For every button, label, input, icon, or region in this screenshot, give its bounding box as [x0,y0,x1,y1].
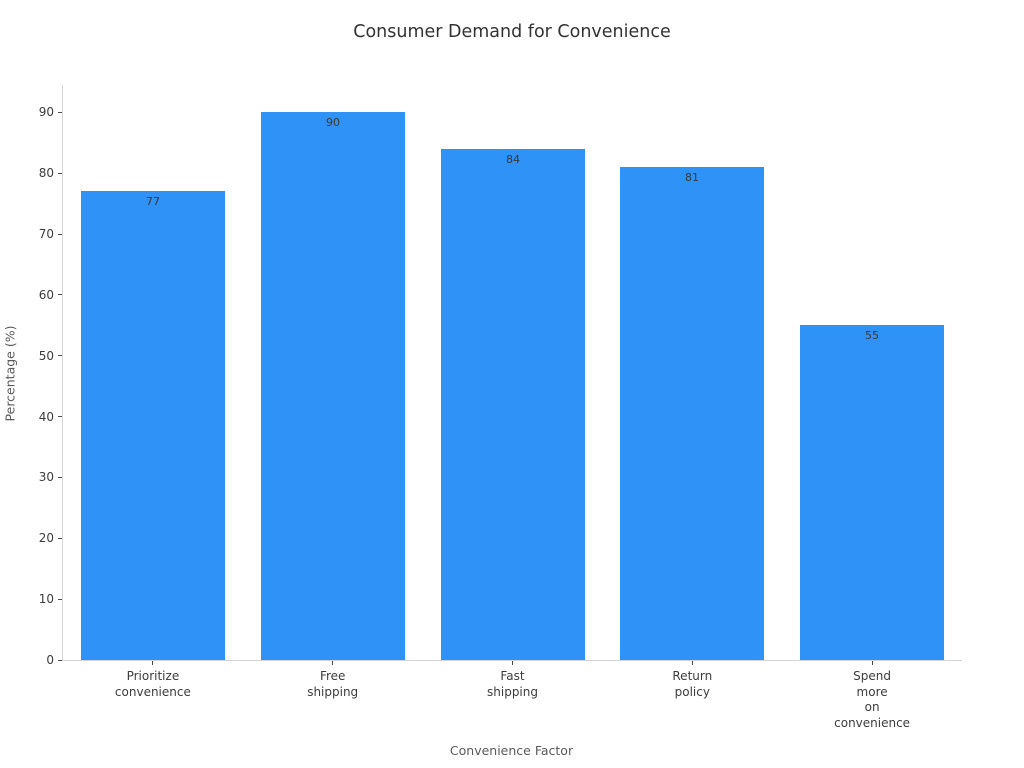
y-tick-label: 80 [38,166,54,181]
x-tick-mark [691,661,693,665]
y-tick-label: 40 [38,409,54,424]
x-tick-label: Fast shipping [487,669,538,699]
y-tick-mark [58,659,62,661]
x-tick-mark [332,661,334,665]
bar: 55 [800,325,944,660]
bar-value-label: 84 [506,153,520,166]
y-tick-label: 0 [46,653,54,667]
bar-value-label: 81 [685,171,699,184]
y-tick-label: 10 [38,592,54,607]
y-tick-label: 70 [38,227,54,242]
x-tick-label: Return policy [672,669,713,699]
y-tick-mark [58,476,62,478]
y-tick-mark [58,111,62,113]
x-tick-mark [152,661,154,665]
bar: 84 [441,149,585,660]
y-tick-label: 90 [38,105,54,120]
y-tick-mark [58,233,62,235]
x-tick-mark [871,661,873,665]
y-tick-label: 60 [38,287,54,302]
y-tick-label: 20 [38,531,54,546]
bar-value-label: 90 [326,116,340,129]
y-tick-mark [58,416,62,418]
chart-title: Consumer Demand for Convenience [353,22,671,42]
plot-area: 0 10 20 30 40 50 60 70 80 90 77 Prioritize convenie… [39,85,962,730]
y-tick-mark [58,294,62,296]
y-tick-mark [58,172,62,174]
y-axis-title: Percentage (%) [2,325,18,422]
y-tick-label: 30 [38,470,54,485]
bar: 90 [261,112,405,660]
y-tick-mark [58,598,62,600]
y-tick-mark [58,537,62,539]
x-tick-mark [512,661,513,665]
x-tick-label: Prioritize convenience [114,669,191,699]
y-tick-label: 50 [38,348,54,363]
x-tick-label: Spend more on convenience [834,669,911,730]
bar-value-label: 77 [146,195,160,208]
x-tick-label: Free shipping [307,669,359,699]
bar: 77 [81,191,225,660]
bar-value-label: 55 [865,329,879,342]
x-axis-title: Convenience Factor [449,743,574,758]
y-tick-mark [58,355,62,357]
bar: 81 [620,167,764,660]
